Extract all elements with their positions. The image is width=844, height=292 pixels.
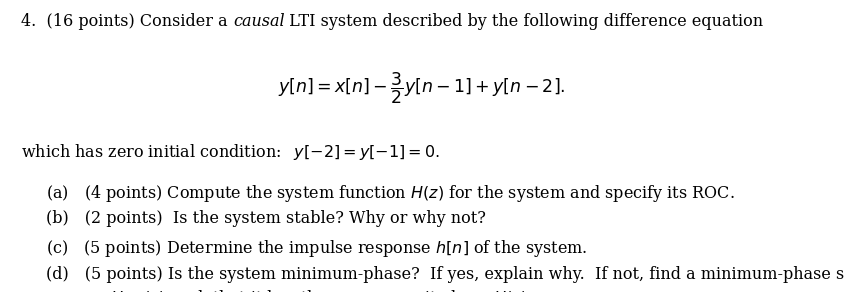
Text: (a) (4 points) Compute the system function $H(z)$ for the system and specify its: (a) (4 points) Compute the system functi… [46, 182, 735, 204]
Text: 4.  (16 points) Consider a: 4. (16 points) Consider a [21, 13, 233, 30]
Text: $H_{\mathrm{min}}(z)$ such that it has the same magnitude as $H(z)$.: $H_{\mathrm{min}}(z)$ such that it has t… [46, 288, 533, 292]
Text: causal: causal [233, 13, 284, 30]
Text: $y[n] = x[n] - \dfrac{3}{2}y[n-1] + y[n-2].$: $y[n] = x[n] - \dfrac{3}{2}y[n-1] + y[n-… [279, 70, 565, 105]
Text: (b) (2 points)  Is the system stable? Why or why not?: (b) (2 points) Is the system stable? Why… [46, 210, 486, 227]
Text: which has zero initial condition:  $y[-2] = y[-1] = 0.$: which has zero initial condition: $y[-2]… [21, 142, 440, 161]
Text: (d) (5 points) Is the system minimum-phase?  If yes, explain why.  If not, find : (d) (5 points) Is the system minimum-pha… [46, 266, 844, 283]
Text: LTI system described by the following difference equation: LTI system described by the following di… [284, 13, 764, 30]
Text: (c) (5 points) Determine the impulse response $h[n]$ of the system.: (c) (5 points) Determine the impulse res… [46, 238, 588, 259]
